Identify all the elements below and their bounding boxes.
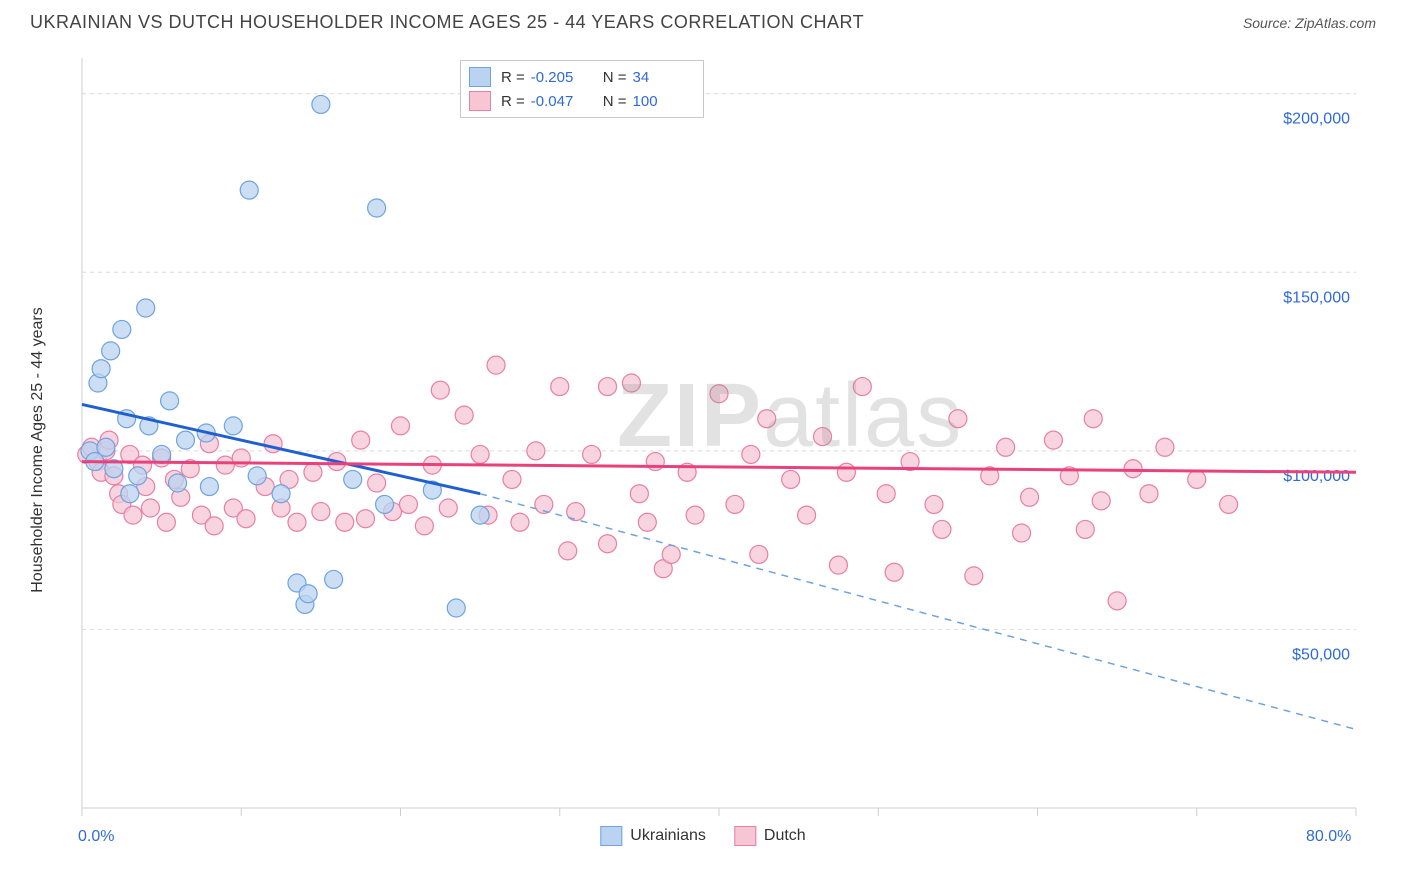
r-value-dutch: -0.047 — [531, 93, 593, 110]
y-axis-label: Householder Income Ages 25 - 44 years — [29, 307, 47, 593]
x-axis-max-label: 80.0% — [1306, 828, 1351, 846]
legend-row-ukrainians: R = -0.205 N = 34 — [469, 65, 695, 89]
n-value-ukrainians: 34 — [633, 69, 695, 86]
legend-label-dutch: Dutch — [764, 827, 806, 845]
r-label: R = — [501, 69, 525, 86]
svg-text:$50,000: $50,000 — [1292, 646, 1350, 663]
legend-row-dutch: R = -0.047 N = 100 — [469, 89, 695, 113]
svg-text:$200,000: $200,000 — [1283, 111, 1350, 128]
swatch-ukrainians — [600, 826, 622, 846]
legend-item-dutch: Dutch — [734, 826, 806, 846]
swatch-dutch — [734, 826, 756, 846]
source-attribution: Source: ZipAtlas.com — [1243, 15, 1376, 31]
swatch-dutch — [469, 91, 491, 111]
scatter-plot: $50,000$100,000$150,000$200,000 — [30, 48, 1376, 852]
chart-container: Householder Income Ages 25 - 44 years $5… — [30, 48, 1376, 852]
r-value-ukrainians: -0.205 — [531, 69, 593, 86]
swatch-ukrainians — [469, 67, 491, 87]
legend-item-ukrainians: Ukrainians — [600, 826, 706, 846]
correlation-legend: R = -0.205 N = 34 R = -0.047 N = 100 — [460, 60, 704, 118]
chart-title: UKRAINIAN VS DUTCH HOUSEHOLDER INCOME AG… — [30, 12, 864, 33]
n-label: N = — [603, 93, 627, 110]
r-label: R = — [501, 93, 525, 110]
n-value-dutch: 100 — [633, 93, 695, 110]
svg-text:$150,000: $150,000 — [1283, 289, 1350, 306]
n-label: N = — [603, 69, 627, 86]
legend-label-ukrainians: Ukrainians — [630, 827, 706, 845]
series-legend: Ukrainians Dutch — [600, 826, 805, 846]
x-axis-min-label: 0.0% — [78, 828, 114, 846]
